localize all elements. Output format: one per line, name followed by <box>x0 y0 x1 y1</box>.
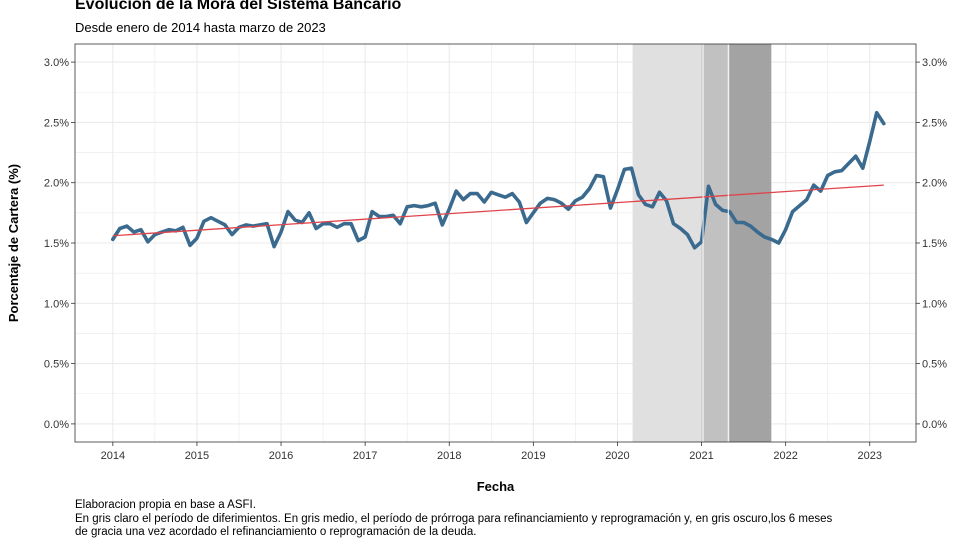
shaded-period-dark <box>729 44 772 442</box>
caption-source: Elaboracion propia en base a ASFI. <box>75 499 256 511</box>
x-tick-label: 2014 <box>101 450 125 462</box>
y-tick-label-left: 2.5% <box>44 117 69 129</box>
y-tick-label-left: 1.0% <box>44 298 69 310</box>
y-tick-label-right: 0.5% <box>922 359 947 371</box>
y-tick-label-left: 1.5% <box>44 238 69 250</box>
x-tick-label: 2018 <box>437 450 461 462</box>
y-tick-label-left: 2.0% <box>44 178 69 190</box>
x-tick-label: 2017 <box>353 450 377 462</box>
x-axis-title: Fecha <box>477 479 515 494</box>
y-tick-label-right: 0.0% <box>922 419 947 431</box>
x-tick-label: 2016 <box>269 450 293 462</box>
caption-note-line-1: En gris claro el período de diferimiento… <box>75 513 833 525</box>
y-tick-label-left: 0.5% <box>44 359 69 371</box>
series-line-mora <box>111 110 886 250</box>
y-axis-title: Porcentaje de Cartera (%) <box>6 164 21 322</box>
x-tick-label: 2021 <box>689 450 713 462</box>
x-tick-label: 2019 <box>521 450 545 462</box>
trend-line <box>112 184 884 237</box>
x-tick-label: 2020 <box>605 450 629 462</box>
shaded-period-medium <box>701 44 730 442</box>
x-tick-label: 2015 <box>185 450 209 462</box>
y-tick-label-right: 1.0% <box>922 298 947 310</box>
chart-title: Evolución de la Mora del Sistema Bancari… <box>75 0 402 13</box>
y-tick-label-right: 3.0% <box>922 57 947 69</box>
y-tick-label-right: 1.5% <box>922 238 947 250</box>
x-tick-label: 2022 <box>773 450 797 462</box>
y-tick-label-left: 3.0% <box>44 57 69 69</box>
chart-subtitle: Desde enero de 2014 hasta marzo de 2023 <box>75 20 326 35</box>
x-tick-label: 2023 <box>858 450 882 462</box>
y-tick-label-right: 2.0% <box>922 178 947 190</box>
y-tick-label-right: 2.5% <box>922 117 947 129</box>
y-tick-label-left: 0.0% <box>44 419 69 431</box>
caption-note-line-2: de gracia una vez acordado el refinancia… <box>75 526 477 538</box>
